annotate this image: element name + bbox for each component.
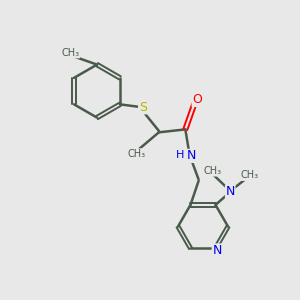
- Text: N: N: [226, 185, 235, 198]
- Text: N: N: [187, 149, 196, 162]
- Text: S: S: [139, 101, 147, 114]
- Text: H: H: [176, 150, 184, 160]
- Text: CH₃: CH₃: [203, 166, 222, 176]
- Text: CH₃: CH₃: [240, 170, 258, 180]
- Text: N: N: [212, 244, 222, 257]
- Text: CH₃: CH₃: [61, 48, 80, 58]
- Text: O: O: [192, 93, 202, 106]
- Text: CH₃: CH₃: [128, 149, 146, 159]
